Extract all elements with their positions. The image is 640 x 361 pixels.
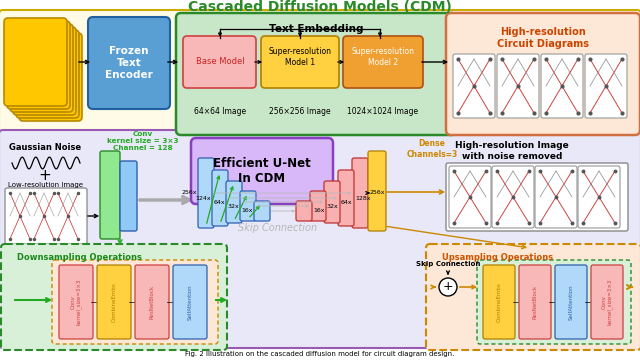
FancyBboxPatch shape	[88, 17, 170, 109]
FancyBboxPatch shape	[338, 170, 354, 226]
FancyBboxPatch shape	[261, 36, 339, 88]
FancyBboxPatch shape	[555, 265, 587, 339]
FancyBboxPatch shape	[535, 166, 577, 228]
Text: 256×256 Image: 256×256 Image	[269, 108, 331, 117]
Text: Super-resolution
Model 1: Super-resolution Model 1	[269, 47, 332, 67]
FancyBboxPatch shape	[120, 161, 137, 231]
FancyBboxPatch shape	[4, 18, 67, 106]
FancyBboxPatch shape	[591, 265, 623, 339]
FancyBboxPatch shape	[578, 166, 620, 228]
Text: Upsampling Operations: Upsampling Operations	[442, 253, 553, 262]
FancyBboxPatch shape	[310, 191, 326, 221]
FancyBboxPatch shape	[100, 151, 120, 239]
Text: Conv
kernel_size=3×3: Conv kernel_size=3×3	[601, 279, 612, 325]
Text: High-resolution
Circuit Diagrams: High-resolution Circuit Diagrams	[497, 27, 589, 49]
Text: Text Embedding: Text Embedding	[269, 24, 364, 34]
FancyBboxPatch shape	[198, 158, 214, 228]
FancyBboxPatch shape	[426, 244, 640, 350]
FancyBboxPatch shape	[240, 191, 256, 221]
Text: 32x: 32x	[227, 204, 239, 209]
Text: Frozen
Text
Encoder: Frozen Text Encoder	[105, 47, 153, 79]
FancyBboxPatch shape	[492, 166, 534, 228]
Text: Downsampling Operations: Downsampling Operations	[17, 253, 142, 262]
FancyBboxPatch shape	[483, 265, 515, 339]
Text: +: +	[38, 169, 51, 183]
Text: SelfAttention: SelfAttention	[188, 284, 193, 320]
FancyBboxPatch shape	[16, 30, 79, 118]
Text: Fig. 2 Illustration on the cascaded diffusion model for circuit diagram design.: Fig. 2 Illustration on the cascaded diff…	[186, 351, 454, 357]
FancyBboxPatch shape	[226, 181, 242, 223]
Text: 64x: 64x	[213, 200, 225, 204]
Text: 1024×1024 Image: 1024×1024 Image	[348, 108, 419, 117]
FancyBboxPatch shape	[324, 181, 340, 223]
FancyBboxPatch shape	[176, 13, 456, 135]
Text: Efficient U-Net
In CDM: Efficient U-Net In CDM	[213, 157, 311, 185]
Text: 256x: 256x	[369, 191, 385, 196]
FancyBboxPatch shape	[13, 27, 76, 115]
Text: 16x: 16x	[313, 209, 324, 213]
Text: CombineEmbs: CombineEmbs	[497, 282, 502, 322]
Text: Conv
kernel_size=3×3: Conv kernel_size=3×3	[70, 279, 82, 325]
FancyBboxPatch shape	[585, 54, 627, 118]
Text: Super-resolution
Model 2: Super-resolution Model 2	[351, 47, 415, 67]
FancyBboxPatch shape	[5, 188, 87, 244]
FancyBboxPatch shape	[52, 260, 218, 344]
Text: 16x: 16x	[241, 209, 253, 213]
Text: Circuit Transfer
Vector: Circuit Transfer Vector	[6, 53, 64, 73]
FancyBboxPatch shape	[254, 201, 270, 221]
FancyBboxPatch shape	[1, 244, 227, 350]
FancyBboxPatch shape	[0, 10, 640, 136]
Text: ResNetBlock: ResNetBlock	[150, 285, 154, 319]
Text: SelfAttention: SelfAttention	[568, 284, 573, 320]
FancyBboxPatch shape	[352, 158, 368, 228]
FancyBboxPatch shape	[519, 265, 551, 339]
Text: +: +	[443, 280, 453, 293]
FancyBboxPatch shape	[183, 36, 256, 88]
Text: 64×64 Image: 64×64 Image	[194, 108, 246, 117]
Text: Conv
kernel size = 3×3
Channel = 128: Conv kernel size = 3×3 Channel = 128	[108, 131, 179, 151]
FancyBboxPatch shape	[10, 24, 73, 112]
FancyBboxPatch shape	[7, 21, 70, 109]
Text: Low-resolution Image: Low-resolution Image	[8, 182, 83, 188]
Text: Skip Connection: Skip Connection	[239, 223, 317, 233]
FancyBboxPatch shape	[453, 54, 495, 118]
Text: 124x: 124x	[195, 196, 211, 200]
Text: 128x: 128x	[355, 196, 371, 200]
FancyBboxPatch shape	[191, 138, 333, 204]
Text: ResNetBlock: ResNetBlock	[532, 285, 538, 319]
FancyBboxPatch shape	[296, 201, 312, 221]
Text: Dense
Channels=3: Dense Channels=3	[406, 139, 458, 159]
FancyBboxPatch shape	[0, 130, 640, 348]
FancyBboxPatch shape	[19, 33, 82, 121]
FancyBboxPatch shape	[173, 265, 207, 339]
Text: Skip Connection: Skip Connection	[416, 261, 480, 267]
FancyBboxPatch shape	[135, 265, 169, 339]
FancyBboxPatch shape	[497, 54, 539, 118]
Text: Base Model: Base Model	[196, 57, 244, 66]
FancyBboxPatch shape	[541, 54, 583, 118]
FancyBboxPatch shape	[343, 36, 423, 88]
Text: Gaussian Noise: Gaussian Noise	[9, 144, 81, 152]
Text: High-resolution Image
with noise removed: High-resolution Image with noise removed	[455, 141, 569, 161]
FancyBboxPatch shape	[449, 166, 491, 228]
FancyBboxPatch shape	[446, 13, 640, 135]
Text: CombineEmbs: CombineEmbs	[111, 282, 116, 322]
FancyBboxPatch shape	[59, 265, 93, 339]
FancyBboxPatch shape	[477, 260, 631, 344]
Text: 64x: 64x	[341, 200, 353, 204]
Text: Cascaded Diffusion Models (CDM): Cascaded Diffusion Models (CDM)	[188, 0, 452, 14]
Text: 32x: 32x	[327, 204, 339, 209]
FancyBboxPatch shape	[212, 170, 228, 226]
Circle shape	[439, 278, 457, 296]
FancyBboxPatch shape	[446, 163, 628, 231]
FancyBboxPatch shape	[97, 265, 131, 339]
FancyBboxPatch shape	[368, 151, 386, 231]
Text: 256x: 256x	[182, 191, 197, 196]
